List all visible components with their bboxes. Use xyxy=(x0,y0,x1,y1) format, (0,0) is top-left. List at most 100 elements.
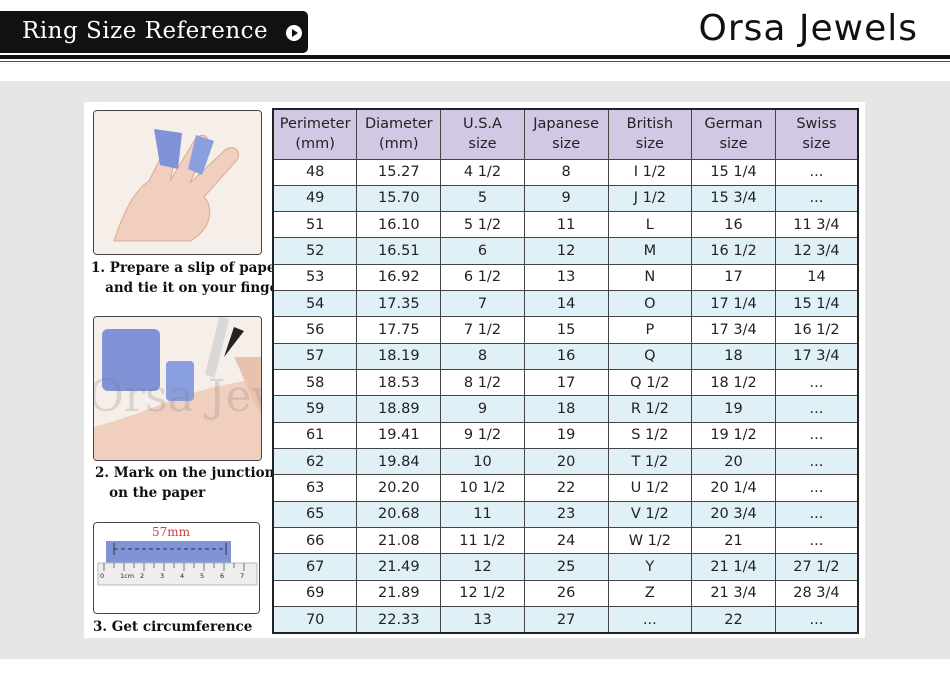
table-row: 70 22.33 13 27... 22... xyxy=(272,606,859,634)
cell-usa: 6 1/2 xyxy=(440,263,525,292)
cell-diameter: 18.89 xyxy=(356,395,442,423)
ruler-tick: 2 xyxy=(140,572,145,580)
cell-swiss: ... xyxy=(774,448,859,476)
cell-german: 21 1/4 xyxy=(691,553,776,581)
cell-diameter: 20.20 xyxy=(356,474,442,502)
col-header-line: size xyxy=(635,136,664,153)
col-header-line: size xyxy=(468,136,497,153)
cell-german: 19 1/2 xyxy=(691,421,776,450)
cell-perimeter: 49 xyxy=(272,184,358,213)
cell-british: P xyxy=(607,316,693,344)
cell-japanese: 18 xyxy=(523,395,609,423)
cell-perimeter: 52 xyxy=(272,237,358,265)
col-header-line: British xyxy=(626,116,674,133)
cell-diameter: 19.84 xyxy=(356,448,442,476)
col-header-line: size xyxy=(552,136,581,153)
table-row: 66 21.08 11 1/2 24 W 1/2 21... xyxy=(272,527,859,555)
cell-usa: 11 xyxy=(440,500,525,529)
cell-japanese: 16 xyxy=(523,342,609,371)
cell-usa: 5 xyxy=(440,184,525,213)
cell-diameter: 16.51 xyxy=(356,237,442,265)
cell-usa: 11 1/2 xyxy=(440,527,525,555)
cell-swiss: 16 1/2 xyxy=(774,316,859,344)
table-row: 61 19.41 9 1/2 19 S 1/2 19 1/2... xyxy=(272,421,859,450)
col-header-line: U.S.A xyxy=(462,116,502,133)
cell-japanese: 14 xyxy=(523,290,609,318)
table-row: 56 17.75 7 1/2 15 P 17 3/4 16 1/2 xyxy=(272,316,859,344)
cell-diameter: 22.33 xyxy=(356,606,442,634)
play-circle-icon[interactable] xyxy=(286,25,302,41)
cell-japanese: 12 xyxy=(523,237,609,265)
ruler-tick: 5 xyxy=(200,572,205,580)
col-header-line: (mm) xyxy=(379,136,419,153)
cell-german: 16 1/2 xyxy=(691,237,776,265)
cell-german: 16 xyxy=(691,211,776,239)
cell-german: 17 1/4 xyxy=(691,290,776,318)
cell-perimeter: 59 xyxy=(272,395,358,423)
cell-british: Y xyxy=(607,553,693,581)
cell-diameter: 18.19 xyxy=(356,342,442,371)
ruler-tick-labels: 0 1cm 2 3 4 5 6 7 xyxy=(100,572,256,580)
cell-japanese: 25 xyxy=(523,553,609,581)
marking-paper-icon xyxy=(94,317,261,460)
table-row: 52 16.51 6 12 M 16 1/2 12 3/4 xyxy=(272,237,859,265)
cell-british: V 1/2 xyxy=(607,500,693,529)
cell-japanese: 13 xyxy=(523,263,609,292)
cell-british: R 1/2 xyxy=(607,395,693,423)
cell-swiss: ... xyxy=(774,474,859,502)
cell-swiss: 17 3/4 xyxy=(774,342,859,371)
cell-perimeter: 67 xyxy=(272,553,358,581)
col-header-diameter: Diameter (mm) xyxy=(356,108,442,160)
table-row: 58 18.53 8 1/2 17 Q 1/2 18 1/2... xyxy=(272,369,859,397)
cell-usa: 12 xyxy=(440,553,525,581)
cell-perimeter: 48 xyxy=(272,158,358,186)
col-header-swiss: Swiss size xyxy=(774,108,859,160)
table-row: 53 16.92 6 1/2 13 N 17 14 xyxy=(272,263,859,292)
cell-british: M xyxy=(607,237,693,265)
cell-german: 20 1/4 xyxy=(691,474,776,502)
ruler-tick: 6 xyxy=(220,572,225,580)
cell-diameter: 15.27 xyxy=(356,158,442,186)
cell-diameter: 18.53 xyxy=(356,369,442,397)
cell-swiss: ... xyxy=(774,527,859,555)
cell-usa: 12 1/2 xyxy=(440,579,525,608)
cell-usa: 4 1/2 xyxy=(440,158,525,186)
cell-swiss: ... xyxy=(774,158,859,186)
brand-logo: Orsa Jewels xyxy=(698,8,918,49)
cell-usa: 7 xyxy=(440,290,525,318)
cell-perimeter: 61 xyxy=(272,421,358,450)
cell-german: 21 xyxy=(691,527,776,555)
cell-swiss: ... xyxy=(774,421,859,450)
step-3-image: 57mm 0 1cm 2 3 4 5 6 7 xyxy=(93,522,260,614)
cell-perimeter: 57 xyxy=(272,342,358,371)
cell-british: Q xyxy=(607,342,693,371)
cell-perimeter: 69 xyxy=(272,579,358,608)
cell-diameter: 21.49 xyxy=(356,553,442,581)
cell-usa: 13 xyxy=(440,606,525,634)
table-row: 57 18.19 8 16 Q 18 17 3/4 xyxy=(272,342,859,371)
page-title: Ring Size Reference xyxy=(22,18,269,44)
cell-british: Q 1/2 xyxy=(607,369,693,397)
cell-german: 20 3/4 xyxy=(691,500,776,529)
cell-swiss: ... xyxy=(774,395,859,423)
cell-japanese: 23 xyxy=(523,500,609,529)
table-row: 62 19.84 10 20 T 1/2 20... xyxy=(272,448,859,476)
cell-british: U 1/2 xyxy=(607,474,693,502)
cell-swiss: 28 3/4 xyxy=(774,579,859,608)
cell-perimeter: 58 xyxy=(272,369,358,397)
cell-diameter: 17.35 xyxy=(356,290,442,318)
table-row: 54 17.35 7 14 O 17 1/4 15 1/4 xyxy=(272,290,859,318)
cell-swiss: ... xyxy=(774,606,859,634)
step-1-caption: 1. Prepare a slip of paper and tie it on… xyxy=(91,260,286,296)
cell-british: L xyxy=(607,211,693,239)
cell-usa: 9 1/2 xyxy=(440,421,525,450)
cell-usa: 10 xyxy=(440,448,525,476)
cell-british: O xyxy=(607,290,693,318)
table-row: 63 20.20 10 1/2 22 U 1/2 20 1/4... xyxy=(272,474,859,502)
cell-perimeter: 54 xyxy=(272,290,358,318)
cell-british: I 1/2 xyxy=(607,158,693,186)
cell-perimeter: 70 xyxy=(272,606,358,634)
ruler-tick: 7 xyxy=(240,572,245,580)
cell-swiss: ... xyxy=(774,369,859,397)
cell-swiss: 14 xyxy=(774,263,859,292)
